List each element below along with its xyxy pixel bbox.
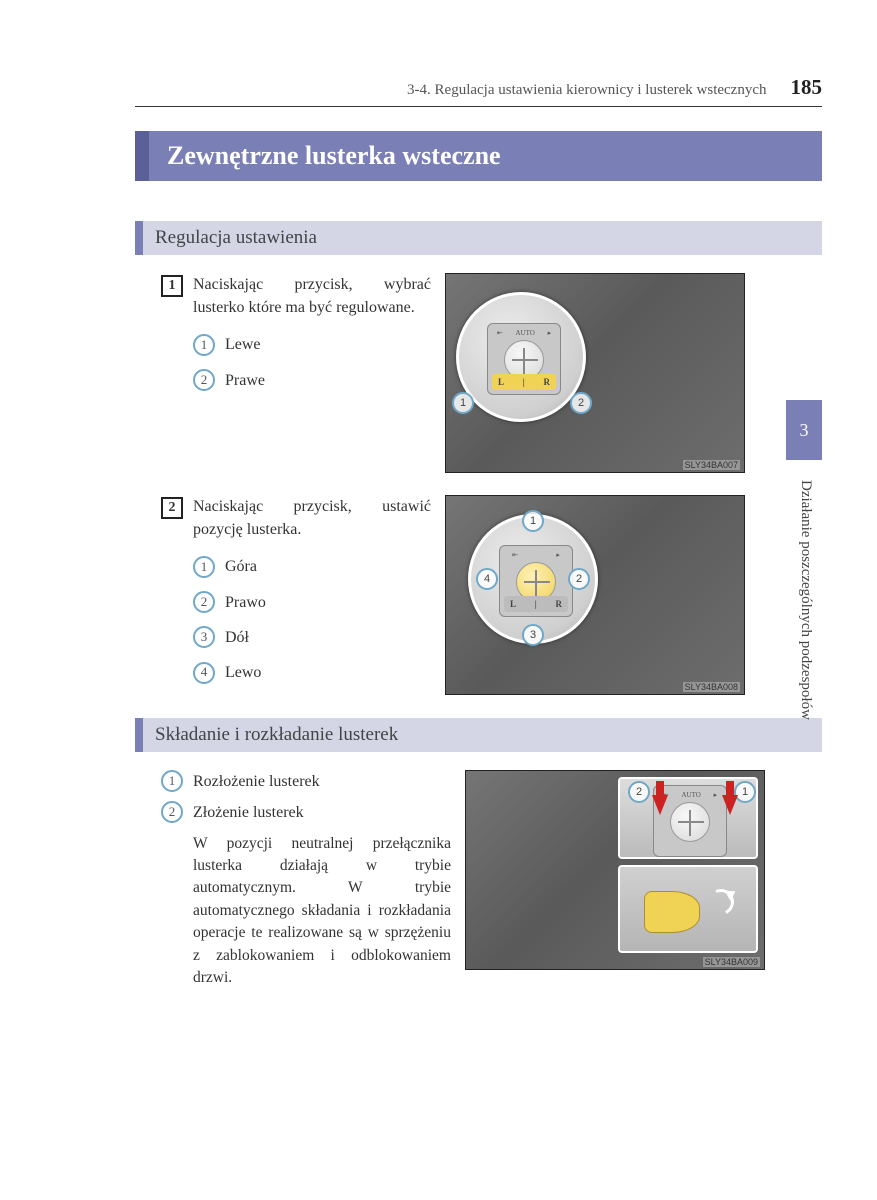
image-code: SLY34BA009: [703, 957, 760, 967]
page-header: 3-4. Regulacja ustawienia kierownicy i l…: [135, 75, 822, 107]
subsection-heading-adjustment: Regulacja ustawienia: [135, 221, 822, 255]
callout-1: 1: [452, 392, 474, 414]
step-number-box: 1: [161, 275, 183, 297]
l-label: L: [510, 599, 516, 609]
list-item: 1 Góra: [193, 555, 431, 578]
chapter-number: 3: [800, 420, 809, 441]
callout-2: 2: [568, 568, 590, 590]
option-number: 1: [193, 334, 215, 356]
option-number: 2: [193, 369, 215, 391]
step-2-text: Naciskając przycisk, ustawić pozycję lus…: [193, 495, 431, 541]
option-label: Rozłożenie lusterek: [193, 770, 320, 793]
folding-row: 1 Rozłożenie lusterek 2 Złożenie lustere…: [135, 770, 822, 990]
step-number-box: 2: [161, 497, 183, 519]
r-label: R: [556, 599, 563, 609]
section-label: 3-4. Regulacja ustawienia kierownicy i l…: [407, 82, 766, 99]
auto-label: AUTO: [516, 329, 535, 337]
option-label: Lewo: [225, 661, 261, 684]
option-label: Prawe: [225, 369, 265, 392]
list-item: 2 Prawe: [193, 369, 431, 392]
list-item: 1 Rozłożenie lusterek: [161, 770, 451, 793]
list-item: 3 Dół: [193, 626, 431, 649]
illustration-adjust-mirror: ⇤▸ L | R 1 2 3 4 SLY34BA008: [445, 495, 745, 695]
step-1-row: 1 Naciskając przycisk, wybrać lusterko k…: [135, 273, 822, 473]
l-label: L: [498, 377, 504, 387]
callout-3: 3: [522, 624, 544, 646]
option-label: Prawo: [225, 591, 266, 614]
r-label: R: [544, 377, 551, 387]
chapter-tab: 3: [786, 400, 822, 460]
option-number: 1: [193, 556, 215, 578]
image-code: SLY34BA008: [683, 682, 740, 692]
auto-label: AUTO: [682, 791, 701, 799]
page-number: 185: [791, 75, 823, 100]
option-number: 3: [193, 626, 215, 648]
option-label: Złożenie lusterek: [193, 801, 304, 824]
list-item: 2 Złożenie lusterek: [161, 801, 451, 824]
option-number: 2: [161, 801, 183, 823]
illustration-select-mirror: ⇤AUTO▸ L | R 1 2 SLY34BA007: [445, 273, 745, 473]
list-item: 1 Lewe: [193, 333, 431, 356]
option-label: Góra: [225, 555, 257, 578]
callout-2: 2: [570, 392, 592, 414]
list-item: 4 Lewo: [193, 661, 431, 684]
option-number: 2: [193, 591, 215, 613]
list-item: 2 Prawo: [193, 591, 431, 614]
option-label: Dół: [225, 626, 249, 649]
folding-description: W pozycji neutralnej przełącznika luster…: [161, 833, 451, 990]
arrow-icon: [722, 795, 738, 815]
option-number: 4: [193, 662, 215, 684]
image-code: SLY34BA007: [683, 460, 740, 470]
page-title: Zewnętrzne lusterka wsteczne: [135, 131, 822, 181]
callout-4: 4: [476, 568, 498, 590]
arrow-icon: [652, 795, 668, 815]
chapter-label: Działanie poszczególnych podzespołów: [797, 480, 814, 800]
subsection-heading-folding: Składanie i rozkładanie lusterek: [135, 718, 822, 752]
illustration-fold-mirror: ⇤AUTO▸ 1 2 SLY34BA009: [465, 770, 765, 970]
step-2-row: 2 Naciskając przycisk, ustawić pozycję l…: [135, 495, 822, 696]
callout-2: 2: [628, 781, 650, 803]
option-number: 1: [161, 770, 183, 792]
step-1-text: Naciskając przycisk, wybrać lusterko któ…: [193, 273, 431, 319]
callout-1: 1: [522, 510, 544, 532]
curve-arrow-icon: [704, 885, 737, 918]
option-label: Lewe: [225, 333, 261, 356]
